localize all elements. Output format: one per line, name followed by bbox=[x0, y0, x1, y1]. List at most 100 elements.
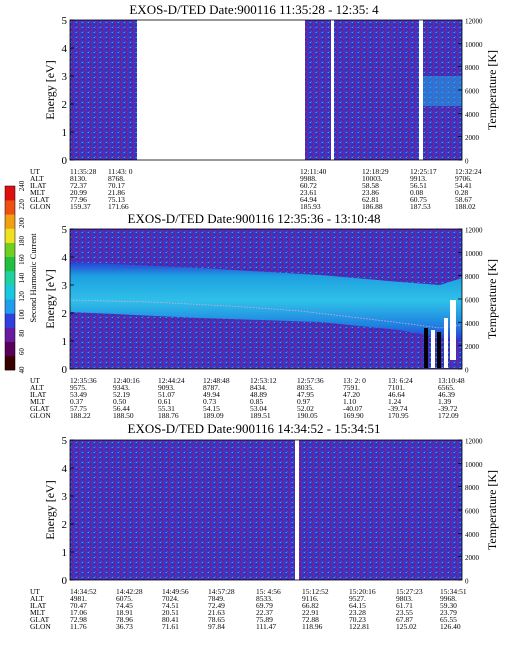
panel-1-y2tick-label: 10000 bbox=[465, 41, 483, 49]
panel-3-ytick-label: 4 bbox=[62, 463, 68, 475]
panel-2-orbit-value: 8035. bbox=[297, 383, 314, 392]
panel-1-orbit-value: 11:43: 0 bbox=[108, 167, 133, 176]
panel-2-energy-band bbox=[70, 262, 462, 340]
panel-3-orbit-value: 72.98 bbox=[70, 615, 87, 624]
panel-1-orbit-value: 9706. bbox=[455, 174, 472, 183]
panel-1-orbit-value: 11:35:28 bbox=[70, 167, 97, 176]
panel-2-orbit-value: 53.04 bbox=[250, 404, 267, 413]
panel-1-orbit-value: 60.72 bbox=[300, 181, 317, 190]
panel-1-orbit-value: 70.17 bbox=[108, 181, 125, 190]
panel-1-orbit-value: 12:18:29 bbox=[362, 167, 389, 176]
panel-2-ytick-label: 0 bbox=[62, 364, 68, 376]
panel-2-dropout bbox=[431, 330, 435, 368]
panel-3-orbit-value: 126.40 bbox=[440, 622, 461, 631]
panel-3-ytick-label: 1 bbox=[62, 547, 68, 559]
panel-2-orbit-row-label: GLAT bbox=[30, 404, 50, 413]
panel-3-orbit-value: 15:20:16 bbox=[349, 587, 376, 596]
panel-1-orbit-row-label: MLT bbox=[30, 188, 46, 197]
colorbar-swatch bbox=[5, 285, 15, 300]
panel-2-orbit-value: 9575. bbox=[70, 383, 87, 392]
panel-1-orbit-value: 12:32:24 bbox=[455, 167, 482, 176]
panel-3-orbit-value: 70.23 bbox=[349, 615, 366, 624]
panel-1-orbit-value: 56.51 bbox=[410, 181, 427, 190]
panel-2-y2tick-label: 6000 bbox=[465, 297, 480, 305]
colorbar-tick-label: 40 bbox=[18, 366, 26, 374]
colorbar-tick-label: 240 bbox=[18, 180, 26, 191]
panel-2-y2label: Temperature [K] bbox=[485, 259, 499, 339]
panel-2-dropout bbox=[437, 332, 441, 368]
panel-2-orbit-value: 7101. bbox=[388, 383, 405, 392]
panel-1-orbit-value: 64.94 bbox=[300, 195, 317, 204]
panel-1-orbit-value: 8130. bbox=[70, 174, 87, 183]
panel-3-orbit-value: 125.02 bbox=[396, 622, 417, 631]
panel-3-orbit-value: 22.37 bbox=[256, 608, 273, 617]
panel-1-ytick-label: 4 bbox=[62, 43, 68, 55]
panel-3-y2tick-label: 8000 bbox=[465, 484, 480, 492]
panel-1-y2tick-label: 0 bbox=[465, 158, 469, 166]
panel-1-ytick-label: 2 bbox=[62, 99, 68, 111]
colorbar-tick-label: 180 bbox=[18, 235, 26, 246]
panel-2-orbit-value: 9343. bbox=[113, 383, 130, 392]
panel-3-orbit-row-label: ALT bbox=[30, 594, 44, 603]
panel-3-ylabel: Energy [eV] bbox=[43, 480, 57, 539]
colorbar-label: Second Harmonic Current bbox=[28, 233, 38, 323]
panel-2-orbit-value: 6565. bbox=[438, 383, 455, 392]
panel-3-orbit-value: 23.79 bbox=[440, 608, 457, 617]
panel-3-orbit-value: 122.81 bbox=[349, 622, 370, 631]
panel-1-y2tick-label: 8000 bbox=[465, 64, 480, 72]
panel-3-orbit-value: 36.73 bbox=[116, 622, 133, 631]
panel-3-orbit-value: 59.30 bbox=[440, 601, 457, 610]
colorbar-swatch bbox=[5, 355, 15, 371]
panel-2-orbit-value: 12:53:12 bbox=[250, 376, 277, 385]
panel-1-orbit-value: 171.66 bbox=[108, 202, 129, 211]
colorbar-swatch bbox=[5, 313, 15, 328]
panel-3-orbit-value: 64.15 bbox=[349, 601, 366, 610]
panel-2-orbit-value: 188.76 bbox=[158, 411, 179, 420]
colorbar-swatch bbox=[5, 228, 15, 243]
panel-3-data-gap bbox=[295, 440, 299, 580]
panel-1-orbit-value: 58.67 bbox=[455, 195, 472, 204]
panel-2-y2tick-label: 4000 bbox=[465, 320, 480, 328]
panel-3-orbit-value: 67.87 bbox=[396, 615, 413, 624]
panel-1-orbit-value: 159.37 bbox=[70, 202, 91, 211]
panel-2-orbit-value: 0.50 bbox=[113, 397, 126, 406]
panel-2-orbit-value: 12:48:48 bbox=[203, 376, 230, 385]
panel-3-ytick-label: 3 bbox=[62, 491, 68, 503]
panel-3-orbit-value: 14:42:28 bbox=[116, 587, 143, 596]
panel-3-ytick-label: 2 bbox=[62, 519, 68, 531]
panel-1-data-gap bbox=[137, 20, 305, 160]
panel-2-orbit-value: 1.24 bbox=[388, 397, 401, 406]
colorbar-tick-label: 60 bbox=[18, 348, 26, 356]
panel-2-orbit-value: 52.02 bbox=[297, 404, 314, 413]
panel-3-stripes bbox=[70, 440, 462, 580]
panel-3-orbit-value: 66.82 bbox=[302, 601, 319, 610]
panel-2-orbit-value: 0.61 bbox=[158, 397, 171, 406]
panel-2-orbit-value: 0.37 bbox=[70, 397, 83, 406]
colorbar-swatches bbox=[5, 186, 15, 371]
panel-3-orbit-value: 9527. bbox=[349, 594, 366, 603]
panel-2-orbit-row-label: ILAT bbox=[30, 390, 47, 399]
panel-1-hot-spot bbox=[423, 76, 462, 106]
panel-3-orbit-value: 70.47 bbox=[70, 601, 87, 610]
panel-3-orbit-value: 61.71 bbox=[396, 601, 413, 610]
panel-1-ytick-label: 1 bbox=[62, 127, 68, 139]
panel-2-orbit-row-label: MLT bbox=[30, 397, 46, 406]
panel-2-orbit-value: 1.39 bbox=[438, 397, 451, 406]
panel-1-orbit-value: 75.13 bbox=[108, 195, 125, 204]
panel-3-orbit-value: 14:34:52 bbox=[70, 587, 97, 596]
panel-3-orbit-value: 15:27:23 bbox=[396, 587, 423, 596]
panel-3-y2label: Temperature [K] bbox=[485, 470, 499, 550]
panel-3-orbit-value: 7024. bbox=[162, 594, 179, 603]
panel-3-orbit-row-label: MLT bbox=[30, 608, 46, 617]
panel-3-orbit-row-label: UT bbox=[30, 587, 40, 596]
panel-2-orbit-row-label: ALT bbox=[30, 383, 44, 392]
panel-2: EXOS-D/TED Date:900116 12:35:36 - 13:10:… bbox=[30, 211, 499, 420]
panel-2-orbit-value: 188.22 bbox=[70, 411, 91, 420]
colorbar-frame bbox=[4, 185, 16, 371]
panel-2-title: EXOS-D/TED Date:900116 12:35:36 - 13:10:… bbox=[128, 211, 381, 226]
panel-3-orbit-value: 14:49:56 bbox=[162, 587, 189, 596]
panel-3-orbit-value: 8533. bbox=[256, 594, 273, 603]
colorbar-tick-label: 200 bbox=[18, 217, 26, 228]
panel-3-orbit-row-label: GLAT bbox=[30, 615, 50, 624]
panel-2-orbit-value: 8787. bbox=[203, 383, 220, 392]
